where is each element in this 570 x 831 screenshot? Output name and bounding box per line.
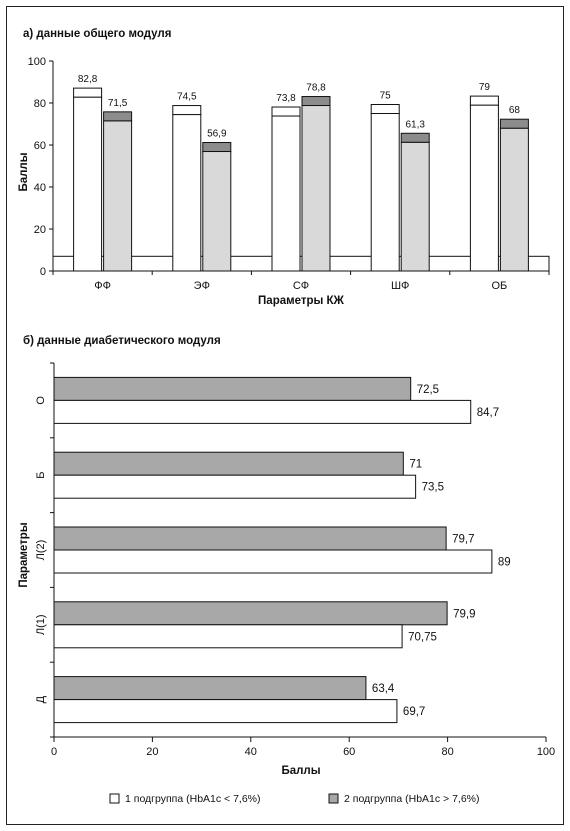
chart-b-legend: 1 подгруппа (HbA1c < 7,6%) 2 подгруппа (… <box>109 793 480 805</box>
bar <box>202 151 232 272</box>
x-tick-label: 0 <box>51 746 57 758</box>
data-label: 63,4 <box>372 683 395 695</box>
bar-cap <box>370 104 400 114</box>
data-label: 72,5 <box>417 384 439 396</box>
data-label: 73,5 <box>422 482 444 494</box>
data-label: 61,3 <box>405 119 425 130</box>
data-label: 56,9 <box>207 129 227 140</box>
data-label: 71,5 <box>108 98 128 109</box>
bar-cap <box>499 118 529 129</box>
chart-a-x-axis-title: Параметры КЖ <box>258 295 345 307</box>
bar <box>469 104 499 272</box>
data-label: 78,8 <box>306 83 326 94</box>
x-tick-label: ШФ <box>391 280 409 292</box>
data-label: 89 <box>498 557 511 569</box>
bar <box>370 113 400 272</box>
data-label: 73,8 <box>276 93 296 104</box>
y-tick-label: 100 <box>28 56 46 68</box>
bar-cap <box>172 105 202 116</box>
y-tick-label: Б <box>35 472 47 479</box>
bar <box>53 601 448 626</box>
data-label: 70,75 <box>408 631 437 643</box>
x-tick-label: 100 <box>537 746 555 758</box>
chart-a-title: а) данные общего модуля <box>23 28 171 40</box>
data-label: 82,8 <box>78 74 98 85</box>
x-tick-label: ОБ <box>492 280 508 292</box>
data-label: 71 <box>409 459 422 471</box>
data-label: 79 <box>479 82 491 93</box>
data-label: 75 <box>380 91 392 102</box>
chart-b-y-axis-title: Параметры <box>18 522 30 587</box>
bar <box>271 115 301 272</box>
bar <box>53 451 404 476</box>
y-tick-label: 60 <box>34 140 46 152</box>
chart-b-title: б) данные диабетического модуля <box>23 335 221 347</box>
y-tick-label: О <box>35 396 47 405</box>
x-tick-label: ФФ <box>94 280 111 292</box>
figure-canvas: а) данные общего модуля Баллы Параметры … <box>18 28 555 805</box>
bar <box>53 526 447 551</box>
data-label: 79,7 <box>452 534 474 546</box>
legend-label-group2: 2 подгруппа (HbA1c > 7,6%) <box>344 793 480 805</box>
bar <box>73 96 103 272</box>
data-label: 69,7 <box>403 706 425 718</box>
x-tick-label: 40 <box>245 746 257 758</box>
bar <box>301 105 331 272</box>
bar-cap <box>271 106 301 117</box>
x-tick-label: 60 <box>343 746 355 758</box>
bar-cap <box>400 132 430 143</box>
bar-cap <box>73 87 103 98</box>
bar <box>53 399 472 424</box>
x-tick-label: СФ <box>293 280 309 292</box>
x-tick-label: ЭФ <box>194 280 210 292</box>
bar <box>53 624 403 649</box>
bar <box>172 114 202 272</box>
bar <box>53 699 398 724</box>
data-label: 79,9 <box>453 608 475 620</box>
x-tick-label: 80 <box>441 746 453 758</box>
data-label: 84,7 <box>477 407 499 419</box>
bar <box>53 676 367 701</box>
bar <box>53 549 493 574</box>
legend-swatch-group1 <box>109 793 120 804</box>
legend-swatch-group2 <box>328 793 339 804</box>
y-tick-label: 20 <box>34 224 46 236</box>
y-tick-label: Л(1) <box>35 614 47 635</box>
data-label: 74,5 <box>177 92 197 103</box>
bar-cap <box>202 142 232 153</box>
figure-frame: а) данные общего модуля Баллы Параметры … <box>6 6 564 825</box>
y-tick-label: 80 <box>34 98 46 110</box>
chart-a-plot: 0 20 40 60 80 100 ФФ 82,8 71,5 ЭФ 74,5 56,9 СФ 73,8 78… <box>28 56 550 292</box>
legend-label-group1: 1 подгруппа (HbA1c < 7,6%) <box>125 793 261 805</box>
chart-b-x-axis-title: Баллы <box>281 765 320 777</box>
bar-cap <box>103 111 133 122</box>
x-tick-label: 20 <box>146 746 158 758</box>
bar <box>103 120 133 272</box>
bar <box>400 141 430 272</box>
data-label: 68 <box>509 105 521 116</box>
bar <box>499 127 529 272</box>
chart-a-y-axis-title: Баллы <box>18 152 30 191</box>
y-tick-label: Д <box>35 695 47 703</box>
bar <box>53 474 417 499</box>
baseline-strip <box>52 255 550 272</box>
bar-cap <box>469 95 499 106</box>
bar-cap <box>301 96 331 107</box>
y-tick-label: Л(2) <box>35 540 47 561</box>
bar <box>53 376 412 401</box>
y-tick-label: 0 <box>40 266 46 278</box>
y-tick-label: 40 <box>34 182 46 194</box>
